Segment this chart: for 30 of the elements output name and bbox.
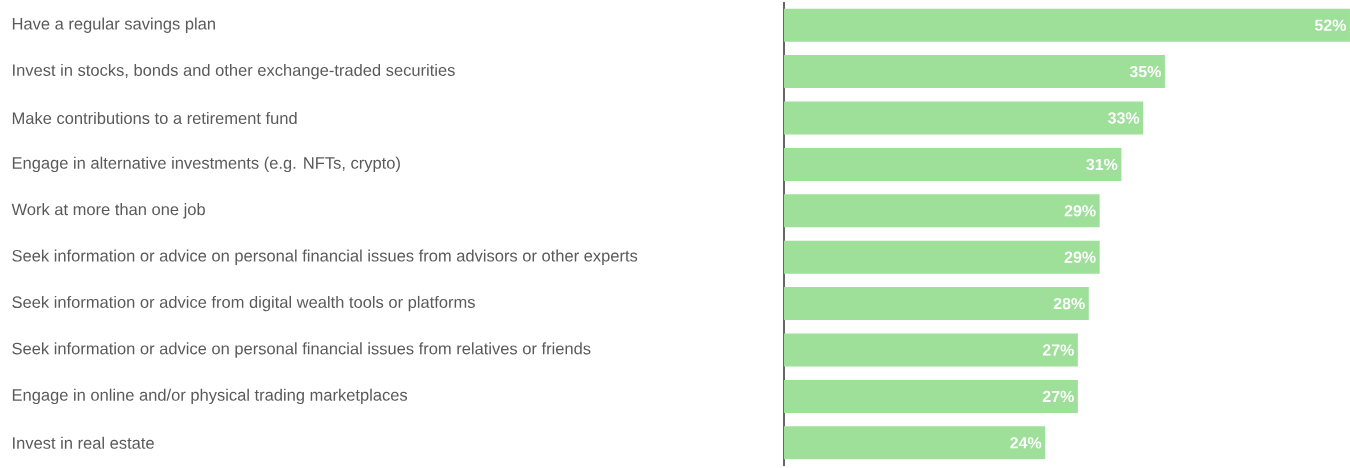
y-tick-label: Seek information or advice on personal financial issues from advisors or other experts [12, 249, 638, 265]
bar [783, 287, 1089, 321]
data-label: 31% [1086, 158, 1118, 171]
bar [783, 426, 1046, 460]
y-tick-label: Engage in alternative investments (e.g. NFTs, crypto) [12, 156, 400, 173]
bar [783, 8, 1350, 42]
bar [783, 379, 1078, 413]
data-label: 52% [1314, 19, 1347, 31]
data-label: 24% [1010, 437, 1042, 449]
data-label: 33% [1107, 112, 1140, 124]
data-label: 29% [1064, 251, 1096, 263]
y-tick-label: Seek information or advice on personal financial issues from relatives or friends [12, 342, 591, 358]
bar [783, 147, 1122, 181]
y-tick-label: Work at more than one job [11, 203, 205, 219]
bar [783, 333, 1078, 367]
bar [783, 55, 1165, 89]
bar [783, 194, 1100, 228]
y-tick-label: Invest in real estate [13, 436, 154, 449]
y-tick-label: Have a regular savings plan [12, 17, 215, 33]
bar [783, 101, 1144, 135]
y-tick-label: Make contributions to a retirement fund [12, 111, 297, 125]
data-label: 27% [1042, 390, 1074, 403]
bar [783, 240, 1100, 274]
y-tick-label: Invest in stocks, bonds and other exchange-traded securities [13, 63, 455, 80]
y-tick-label: Engage in online and/or physical trading marketplaces [12, 388, 408, 405]
data-label: 28% [1053, 297, 1085, 310]
y-tick-label: Seek information or advice from digital wealth tools or platforms [12, 295, 475, 312]
data-label: 35% [1129, 65, 1161, 78]
data-label: 27% [1042, 344, 1074, 356]
data-label: 29% [1064, 205, 1096, 217]
